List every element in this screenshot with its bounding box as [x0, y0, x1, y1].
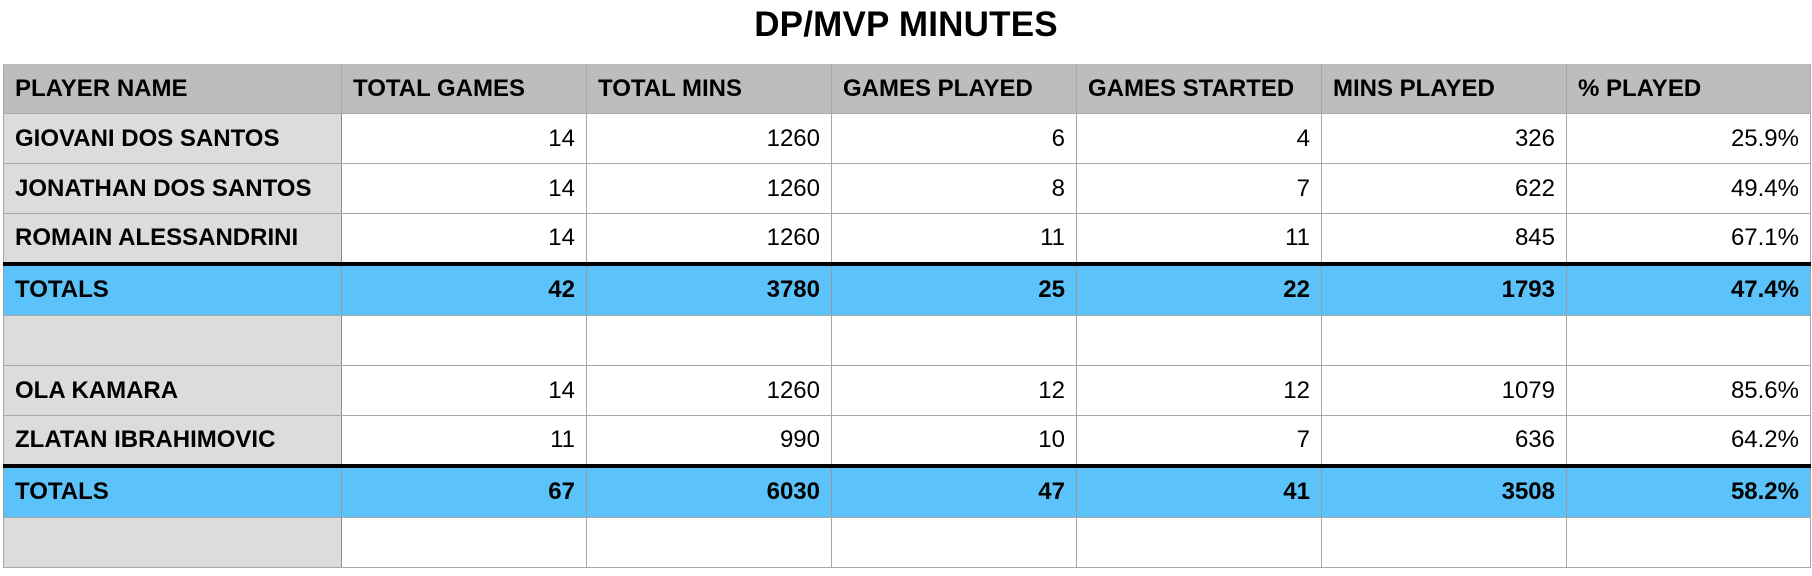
- empty-cell[interactable]: [1321, 517, 1567, 568]
- table-cell[interactable]: 1260: [586, 163, 832, 214]
- table-cell[interactable]: 14: [341, 113, 587, 164]
- table-cell[interactable]: 12: [1076, 365, 1322, 416]
- empty-cell[interactable]: [586, 517, 832, 568]
- table-cell[interactable]: 1260: [586, 365, 832, 416]
- table-cell[interactable]: 1260: [586, 113, 832, 164]
- table-cell[interactable]: 67.1%: [1566, 213, 1811, 264]
- header-row: PLAYER NAME TOTAL GAMES TOTAL MINS GAMES…: [3, 64, 1811, 114]
- table-cell[interactable]: 6: [831, 113, 1077, 164]
- totals-row: TOTALS 67 6030 47 41 3508 58.2%: [3, 463, 1811, 518]
- totals-cell[interactable]: 47.4%: [1566, 261, 1811, 316]
- table-cell[interactable]: 85.6%: [1566, 365, 1811, 416]
- empty-cell[interactable]: [831, 517, 1077, 568]
- table-cell[interactable]: 49.4%: [1566, 163, 1811, 214]
- table-cell[interactable]: 4: [1076, 113, 1322, 164]
- totals-label-cell[interactable]: TOTALS: [3, 463, 342, 518]
- table-cell[interactable]: 64.2%: [1566, 415, 1811, 466]
- totals-cell[interactable]: 3508: [1321, 463, 1567, 518]
- totals-label-cell[interactable]: TOTALS: [3, 261, 342, 316]
- page-title: DP/MVP MINUTES: [754, 5, 1058, 44]
- empty-cell[interactable]: [1566, 315, 1811, 366]
- table-cell[interactable]: 1260: [586, 213, 832, 264]
- empty-name-cell[interactable]: [3, 517, 342, 568]
- minutes-table: PLAYER NAME TOTAL GAMES TOTAL MINS GAMES…: [3, 64, 1811, 568]
- empty-cell[interactable]: [586, 315, 832, 366]
- empty-name-cell[interactable]: [3, 315, 342, 366]
- totals-cell[interactable]: 41: [1076, 463, 1322, 518]
- player-name-cell[interactable]: OLA KAMARA: [3, 365, 342, 416]
- table-row: ZLATAN IBRAHIMOVIC 11 990 10 7 636 64.2%: [3, 415, 1811, 466]
- table-cell[interactable]: 1079: [1321, 365, 1567, 416]
- empty-cell[interactable]: [341, 517, 587, 568]
- table-cell[interactable]: 7: [1076, 163, 1322, 214]
- column-header-total-mins[interactable]: TOTAL MINS: [586, 64, 832, 114]
- column-header-player-name[interactable]: PLAYER NAME: [3, 64, 342, 114]
- totals-cell[interactable]: 58.2%: [1566, 463, 1811, 518]
- empty-cell[interactable]: [1321, 315, 1567, 366]
- totals-cell[interactable]: 22: [1076, 261, 1322, 316]
- table-cell[interactable]: 622: [1321, 163, 1567, 214]
- table-row: ROMAIN ALESSANDRINI 14 1260 11 11 845 67…: [3, 213, 1811, 264]
- table-cell[interactable]: 845: [1321, 213, 1567, 264]
- table-cell[interactable]: 11: [831, 213, 1077, 264]
- table-cell[interactable]: 12: [831, 365, 1077, 416]
- table-row: GIOVANI DOS SANTOS 14 1260 6 4 326 25.9%: [3, 113, 1811, 164]
- empty-cell[interactable]: [1076, 517, 1322, 568]
- totals-cell[interactable]: 25: [831, 261, 1077, 316]
- column-header-mins-played[interactable]: MINS PLAYED: [1321, 64, 1567, 114]
- empty-cell[interactable]: [831, 315, 1077, 366]
- totals-cell[interactable]: 47: [831, 463, 1077, 518]
- table-row: JONATHAN DOS SANTOS 14 1260 8 7 622 49.4…: [3, 163, 1811, 214]
- empty-cell[interactable]: [341, 315, 587, 366]
- totals-cell[interactable]: 1793: [1321, 261, 1567, 316]
- table-cell[interactable]: 7: [1076, 415, 1322, 466]
- empty-row: [3, 315, 1811, 366]
- totals-cell[interactable]: 42: [341, 261, 587, 316]
- player-name-cell[interactable]: JONATHAN DOS SANTOS: [3, 163, 342, 214]
- player-name-cell[interactable]: ZLATAN IBRAHIMOVIC: [3, 415, 342, 466]
- table-cell[interactable]: 11: [1076, 213, 1322, 264]
- totals-cell[interactable]: 6030: [586, 463, 832, 518]
- player-name-cell[interactable]: ROMAIN ALESSANDRINI: [3, 213, 342, 264]
- table-cell[interactable]: 14: [341, 213, 587, 264]
- column-header-games-played[interactable]: GAMES PLAYED: [831, 64, 1077, 114]
- empty-cell[interactable]: [1076, 315, 1322, 366]
- table-cell[interactable]: 14: [341, 163, 587, 214]
- player-name-cell[interactable]: GIOVANI DOS SANTOS: [3, 113, 342, 164]
- table-cell[interactable]: 636: [1321, 415, 1567, 466]
- column-header-total-games[interactable]: TOTAL GAMES: [341, 64, 587, 114]
- table-cell[interactable]: 8: [831, 163, 1077, 214]
- table-cell[interactable]: 326: [1321, 113, 1567, 164]
- column-header-games-started[interactable]: GAMES STARTED: [1076, 64, 1322, 114]
- table-cell[interactable]: 10: [831, 415, 1077, 466]
- totals-row: TOTALS 42 3780 25 22 1793 47.4%: [3, 261, 1811, 316]
- empty-row: [3, 517, 1811, 568]
- table-cell[interactable]: 990: [586, 415, 832, 466]
- empty-cell[interactable]: [1566, 517, 1811, 568]
- table-cell[interactable]: 25.9%: [1566, 113, 1811, 164]
- table-cell[interactable]: 11: [341, 415, 587, 466]
- totals-cell[interactable]: 3780: [586, 261, 832, 316]
- column-header-percent-played[interactable]: % PLAYED: [1566, 64, 1811, 114]
- totals-cell[interactable]: 67: [341, 463, 587, 518]
- table-cell[interactable]: 14: [341, 365, 587, 416]
- table-row: OLA KAMARA 14 1260 12 12 1079 85.6%: [3, 365, 1811, 416]
